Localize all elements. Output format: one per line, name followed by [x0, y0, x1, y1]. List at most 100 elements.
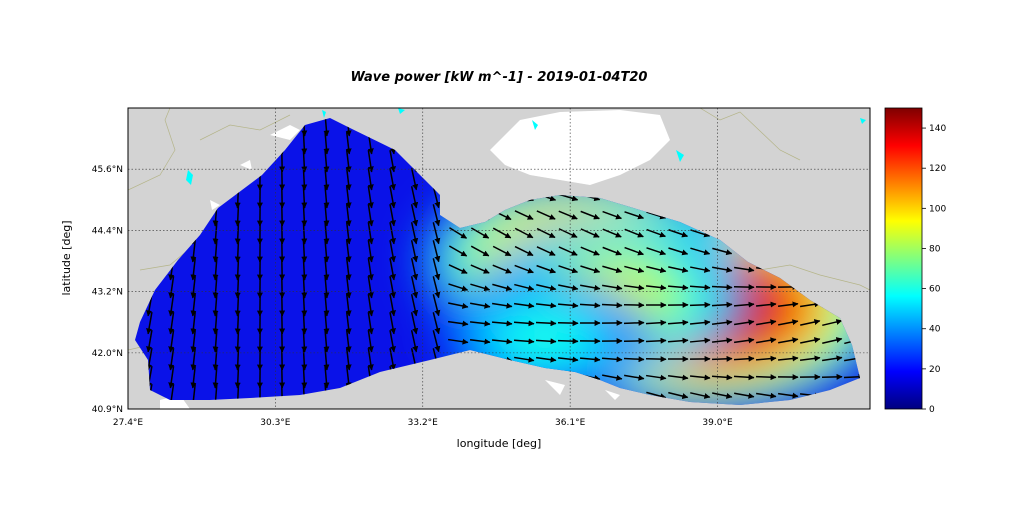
arrow-172: [367, 330, 374, 353]
arrow-181: [389, 204, 396, 227]
arrow-415: [690, 392, 711, 399]
arrow-179: [389, 168, 396, 191]
arrow-298: [535, 302, 557, 309]
arrow-42: [190, 293, 197, 317]
arrow-185: [389, 276, 396, 299]
arrow-189: [389, 348, 396, 371]
arrow-268: [491, 338, 513, 345]
arrow-251: [469, 320, 491, 327]
arrow-217: [432, 276, 441, 299]
y-tick-4: 40.9°N: [92, 405, 123, 415]
arrow-45: [190, 347, 197, 371]
arrow-153: [345, 275, 352, 299]
arrow-460: [756, 337, 777, 344]
arrow-167: [367, 240, 374, 263]
arrow-310: [558, 228, 578, 238]
arrow-493: [799, 355, 821, 362]
azov-white-land: [210, 125, 300, 210]
arrow-120: [301, 257, 308, 281]
arrow-215: [432, 240, 441, 263]
arrow-341: [602, 210, 622, 220]
arrow-43: [190, 311, 197, 335]
arrow-122: [301, 293, 308, 317]
arrow-58: [212, 293, 219, 317]
arrow-440: [734, 266, 755, 273]
arrow-445: [733, 355, 755, 362]
arrow-216: [432, 258, 441, 281]
arrow-200: [410, 258, 419, 281]
arrow-134: [323, 221, 330, 245]
arrow-44: [190, 329, 197, 353]
arrow-344: [602, 265, 623, 274]
arrow-491: [800, 319, 821, 326]
arrow-27: [168, 312, 175, 335]
arrow-510: [821, 373, 843, 380]
arrow-121: [301, 275, 308, 299]
arrow-26: [168, 294, 175, 317]
arrow-113: [301, 131, 308, 155]
arrow-72: [234, 257, 241, 281]
arrow-264: [492, 264, 512, 274]
arrow-201: [410, 276, 419, 299]
arrow-390: [668, 229, 689, 238]
arrow-149: [345, 203, 352, 227]
gridlines: [128, 108, 870, 409]
x-tick-3: 36.1°E: [555, 418, 586, 428]
arrow-158: [345, 365, 352, 389]
arrow-252: [469, 338, 491, 345]
arrow-195: [410, 168, 419, 191]
arrow-214: [432, 222, 441, 245]
arrow-213: [432, 204, 441, 227]
arrow-447: [734, 392, 755, 399]
arrow-130: [323, 149, 330, 173]
arrow-410: [689, 301, 711, 308]
arrow-148: [345, 185, 352, 209]
arrow-152: [345, 257, 352, 281]
arrow-41: [190, 275, 197, 299]
colorbar-gradient: [884, 107, 923, 410]
arrow-173: [367, 348, 374, 371]
arrow-263: [492, 245, 512, 257]
arrow-118: [301, 221, 308, 245]
arrow-212: [432, 186, 441, 209]
arrow-74: [234, 293, 241, 317]
arrow-414: [689, 374, 711, 381]
x-tick-4: 39.0°E: [702, 418, 733, 428]
arrow-203: [410, 312, 419, 335]
arrow-162: [367, 150, 374, 173]
arrow-398: [667, 374, 689, 381]
arrow-265: [492, 283, 513, 292]
arrow-147: [345, 167, 352, 191]
arrow-392: [668, 266, 689, 273]
arrow-76: [234, 329, 241, 353]
arrow-151: [345, 239, 352, 263]
arrow-124: [301, 329, 308, 353]
arrow-246: [470, 227, 490, 239]
arrow-475: [778, 319, 799, 326]
arrow-186: [389, 294, 396, 317]
arrow-350: [602, 374, 623, 381]
arrow-317: [557, 356, 579, 363]
arrow-376: [646, 265, 667, 273]
arrow-150: [345, 221, 352, 245]
arrow-277: [514, 210, 534, 220]
arrow-196: [410, 186, 419, 209]
arrow-295: [536, 246, 556, 256]
arrow-296: [536, 264, 556, 274]
arrow-314: [557, 302, 579, 309]
y-axis-label: latitude [deg]: [60, 220, 73, 295]
arrow-375: [646, 247, 667, 256]
arrow-283: [513, 320, 535, 327]
arrow-136: [323, 257, 330, 281]
arrow-284: [513, 338, 535, 345]
arrow-119: [301, 239, 308, 263]
arrow-424: [712, 266, 733, 273]
arrow-219: [432, 312, 441, 335]
arrow-187: [389, 312, 396, 335]
arrow-146: [345, 149, 352, 173]
arrow-382: [645, 374, 667, 381]
arrow-132: [323, 185, 330, 209]
arrow-366: [624, 374, 645, 381]
arrow-399: [668, 391, 689, 400]
